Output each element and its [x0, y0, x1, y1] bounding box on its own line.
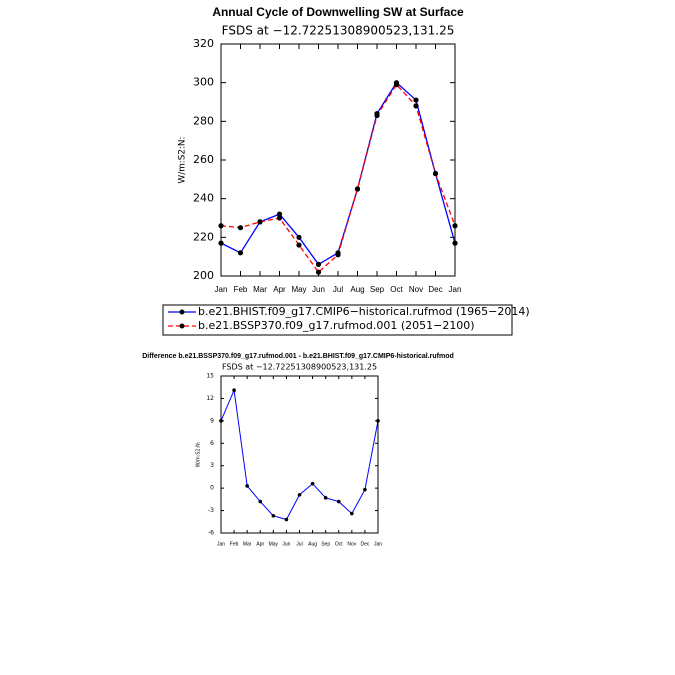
legend-label: b.e21.BSSP370.f09_g17.rufmod.001 (2051−2…: [198, 319, 475, 332]
series-line: [220, 388, 379, 521]
data-point: [296, 234, 302, 240]
y-axis-label: W/m:S2:N:: [178, 137, 188, 184]
x-tick-label: Jan: [449, 285, 462, 294]
legend-box: [162, 304, 513, 336]
data-point: [258, 499, 263, 504]
y-tick-label: -3: [208, 507, 214, 514]
y-tick-label: 6: [210, 440, 214, 447]
data-point: [276, 211, 283, 217]
y-axis-label: W/m:S2:N:: [196, 441, 202, 467]
data-point: [374, 112, 380, 119]
x-tick-label: Jul: [333, 285, 343, 294]
data-point: [335, 252, 341, 258]
data-point: [413, 103, 419, 109]
y-tick-label: 3: [210, 462, 214, 469]
data-point: [363, 487, 367, 492]
data-point: [276, 215, 283, 221]
x-tick-label: Apr: [273, 285, 286, 294]
x-tick-label: May: [291, 285, 306, 294]
data-point: [393, 82, 400, 88]
data-point: [232, 388, 236, 393]
data-point: [297, 493, 302, 497]
data-point: [354, 186, 361, 192]
y-tick-label: 260: [193, 153, 214, 166]
y-tick-label: 200: [193, 269, 214, 282]
data-point: [296, 242, 302, 248]
x-tick-label: Jan: [215, 285, 228, 294]
data-point: [350, 511, 354, 516]
x-tick-label: Nov: [409, 285, 423, 294]
data-point: [432, 170, 439, 177]
y-tick-label: -6: [208, 530, 214, 537]
chart-title: Difference b.e21.BSSP370.f09_g17.rufmod.…: [142, 353, 454, 360]
data-point: [257, 219, 263, 225]
x-tick-label: Apr: [256, 541, 264, 547]
chart-subtitle: FSDS at −12.72251308900523,131.25: [222, 24, 455, 38]
chart-title: Annual Cycle of Downwelling SW at Surfac…: [212, 5, 464, 19]
x-tick-label: Jan: [217, 541, 225, 547]
data-point: [315, 269, 322, 275]
x-tick-label: Feb: [234, 285, 248, 294]
x-tick-label: May: [269, 541, 279, 547]
data-point: [336, 499, 341, 504]
legend-marker: [179, 323, 185, 329]
y-tick-label: 12: [206, 395, 214, 402]
y-tick-label: 240: [193, 192, 214, 205]
x-tick-label: Aug: [308, 541, 317, 547]
y-tick-label: 15: [206, 373, 214, 380]
data-point: [284, 517, 289, 522]
data-point: [237, 225, 244, 231]
y-tick-label: 220: [193, 230, 214, 243]
x-tick-label: Aug: [350, 285, 364, 294]
x-tick-label: Feb: [230, 541, 239, 547]
x-tick-label: Mar: [253, 285, 267, 294]
x-tick-label: Jul: [296, 541, 302, 547]
x-tick-label: Nov: [347, 541, 356, 547]
y-tick-label: 9: [210, 417, 214, 424]
x-tick-label: Jun: [312, 285, 325, 294]
y-tick-label: 300: [193, 76, 214, 89]
legend-label: b.e21.BHIST.f09_g17.CMIP6−historical.ruf…: [198, 305, 530, 318]
x-tick-label: Oct: [390, 285, 403, 294]
x-tick-label: Dec: [360, 541, 369, 547]
x-tick-label: Oct: [335, 541, 343, 547]
legend-marker: [179, 309, 185, 315]
x-tick-label: Sep: [321, 541, 330, 547]
x-tick-label: Jan: [374, 541, 382, 547]
x-tick-label: Dec: [428, 285, 442, 294]
series-line: [220, 81, 456, 266]
plot-frame: [220, 375, 379, 534]
data-point: [245, 484, 249, 488]
data-point: [323, 496, 328, 500]
data-point: [413, 97, 419, 103]
plot-frame: [220, 43, 456, 277]
data-point: [271, 514, 276, 518]
y-tick-label: 0: [210, 485, 214, 492]
x-tick-label: Mar: [243, 541, 252, 547]
y-tick-label: 320: [193, 37, 214, 50]
x-tick-label: Sep: [370, 285, 385, 294]
data-point: [315, 261, 322, 267]
y-tick-label: 280: [193, 114, 214, 127]
data-point: [310, 481, 315, 486]
chart-subtitle: FSDS at −12.72251308900523,131.25: [222, 363, 377, 372]
x-tick-label: Jun: [282, 541, 290, 547]
data-point: [237, 250, 244, 256]
